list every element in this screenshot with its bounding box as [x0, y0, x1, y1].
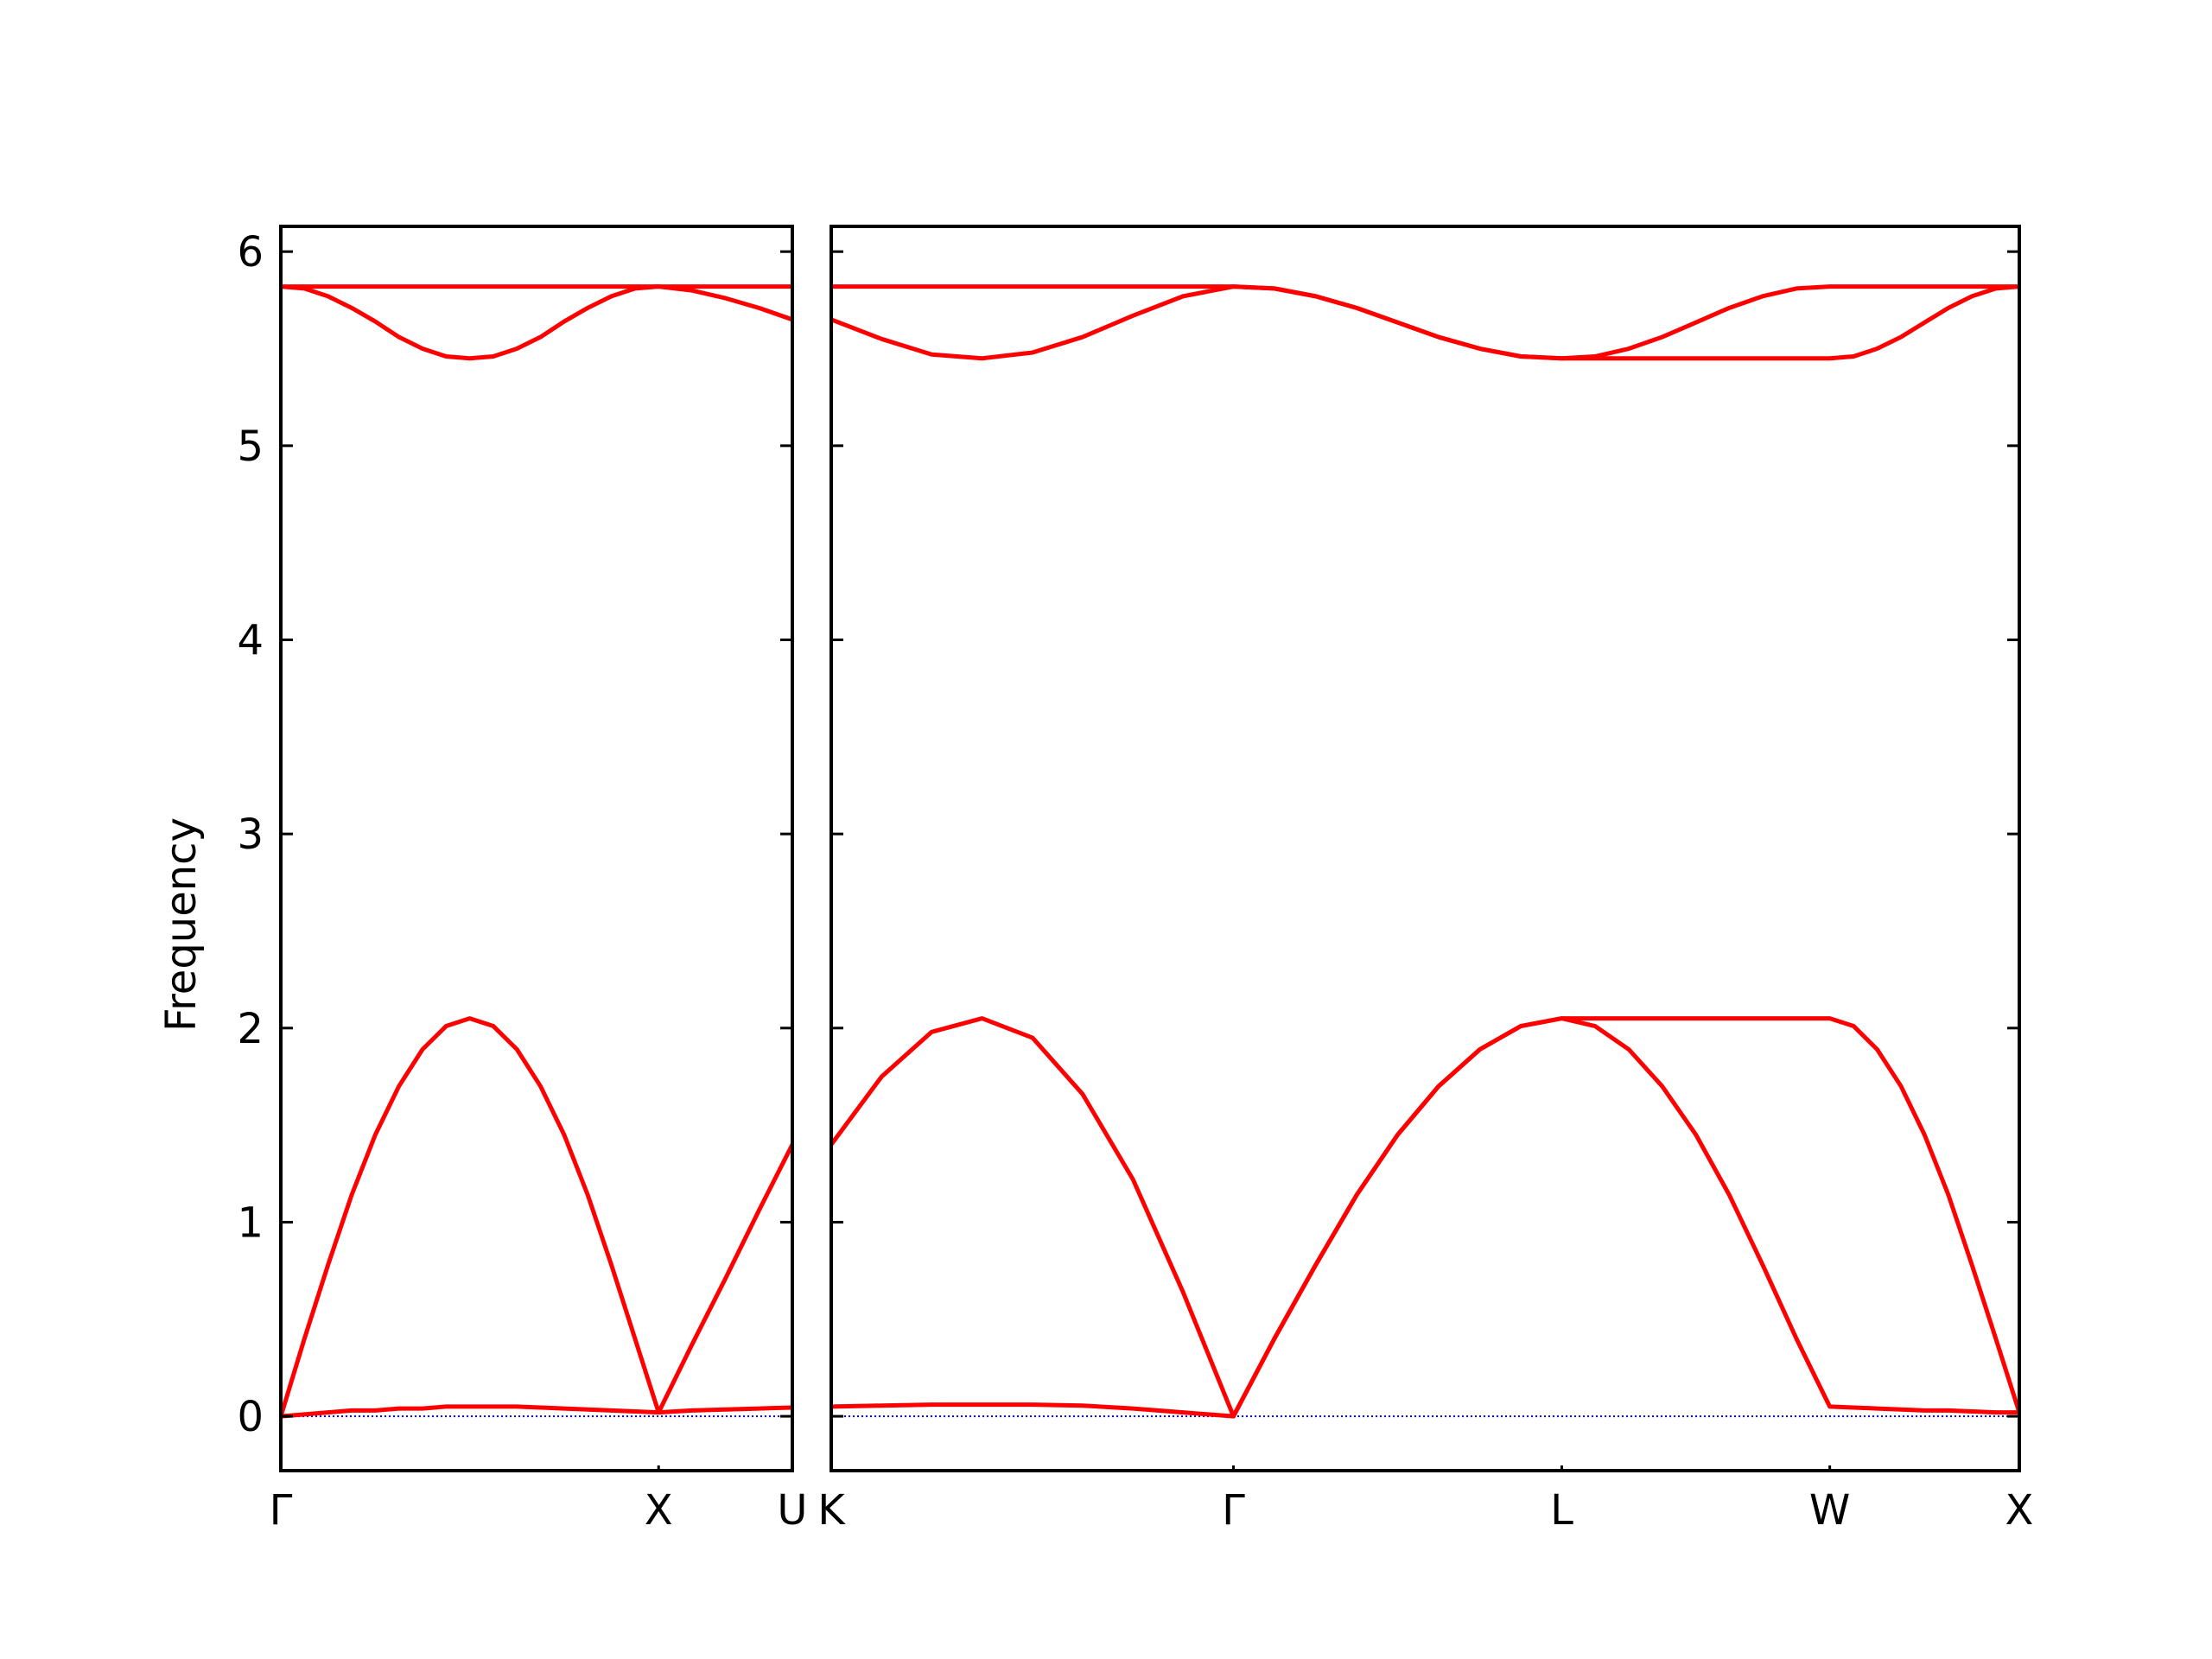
band-line	[831, 1016, 2019, 1419]
y-tick-label: 0	[237, 1393, 264, 1441]
x-tick-label: U	[777, 1486, 807, 1535]
x-tick-label: L	[1550, 1486, 1573, 1535]
band-line	[281, 1016, 792, 1417]
x-tick-label: K	[817, 1486, 846, 1535]
x-tick-label: X	[645, 1486, 673, 1535]
y-axis-label: Frequency	[157, 817, 206, 1032]
plot-frame	[830, 225, 2021, 1472]
x-tick-label: W	[1809, 1486, 1850, 1535]
band-line	[281, 1404, 792, 1419]
y-tick-label: 1	[237, 1198, 264, 1247]
panel: 0 1 2 3 4 5 6 Γ X U	[237, 225, 808, 1535]
y-tick-label: 3	[237, 810, 264, 859]
x-tick-label: Γ	[270, 1486, 293, 1535]
band-line	[831, 284, 2019, 361]
y-tick-label: 2	[237, 1005, 264, 1053]
plot-frame	[279, 225, 794, 1472]
band-line	[281, 284, 792, 361]
band-line	[831, 1016, 2019, 1419]
band-line	[831, 284, 2019, 361]
x-tick-label: Γ	[1222, 1486, 1245, 1535]
y-tick-label: 6	[237, 228, 264, 276]
x-tick-label: X	[2005, 1486, 2034, 1535]
y-tick-label: 4	[237, 617, 264, 665]
y-tick-label: 5	[237, 423, 264, 471]
